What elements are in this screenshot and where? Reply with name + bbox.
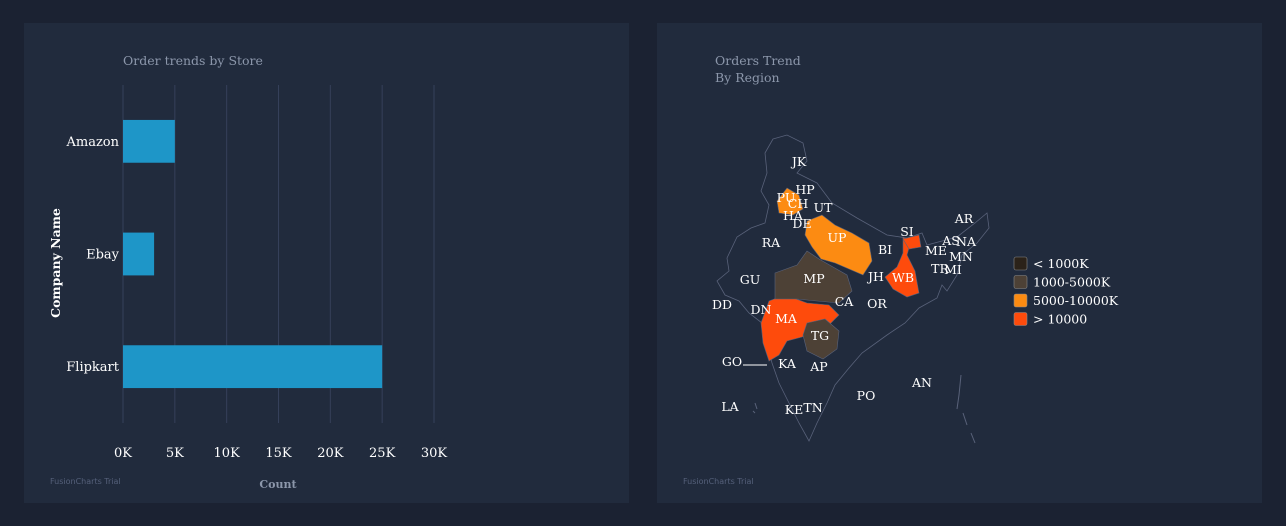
region-label-ca[interactable]: CA xyxy=(835,294,855,309)
region-wb xyxy=(884,236,920,298)
region-label-or[interactable]: OR xyxy=(867,296,887,311)
region-label-ke[interactable]: KE xyxy=(785,402,803,417)
region-label-jh[interactable]: JH xyxy=(866,269,884,284)
region-label-pu[interactable]: PU xyxy=(777,190,796,205)
legend-swatch xyxy=(1013,256,1028,271)
region-label-ka[interactable]: KA xyxy=(778,356,797,371)
region-mp xyxy=(774,250,853,304)
legend-label[interactable]: 5000-10000K xyxy=(1033,293,1119,308)
region-label-la[interactable]: LA xyxy=(721,399,739,414)
region-label-mn[interactable]: MN xyxy=(949,249,973,264)
bar-chart-watermark: FusionCharts Trial xyxy=(50,477,121,486)
y-category-label: Amazon xyxy=(65,135,119,150)
legend-label[interactable]: 1000-5000K xyxy=(1033,275,1111,290)
region-label-bi[interactable]: BI xyxy=(878,242,892,257)
y-axis-title: Company Name xyxy=(48,208,63,318)
x-tick-label: 0K xyxy=(114,446,132,461)
region-label-ra[interactable]: RA xyxy=(762,235,781,250)
bar-chart: 0K 5K 10K 15K 20K 25K 30K Amazon Ebay Flipkart Cou… xyxy=(48,85,448,491)
region-label-ch[interactable]: CH xyxy=(788,196,809,211)
x-tick-label: 10K xyxy=(214,446,241,461)
region-label-mi[interactable]: MI xyxy=(944,262,962,277)
region-label-po[interactable]: PO xyxy=(857,388,876,403)
region-label-tg[interactable]: TG xyxy=(811,328,829,343)
region-label-ut[interactable]: UT xyxy=(814,200,834,215)
bar-chart-title: Order trends by Store xyxy=(123,53,263,68)
region-an-islands xyxy=(956,374,976,444)
region-label-na[interactable]: NA xyxy=(956,234,977,249)
legend-label[interactable]: > 10000 xyxy=(1033,312,1087,327)
map-subtitle: By Region xyxy=(715,70,780,85)
x-tick-label: 20K xyxy=(317,446,344,461)
region-label-go[interactable]: GO xyxy=(722,354,742,369)
region-label-dn[interactable]: DN xyxy=(751,302,772,317)
bar-ebay[interactable] xyxy=(123,232,155,276)
map-shapes xyxy=(716,134,990,444)
region-la-islands xyxy=(752,402,758,414)
region-label-tr[interactable]: TR xyxy=(931,261,949,276)
region-label-tn[interactable]: TN xyxy=(803,400,822,415)
region-label-an[interactable]: AN xyxy=(911,375,932,390)
region-label-ma[interactable]: MA xyxy=(775,311,798,326)
region-label-mp[interactable]: MP xyxy=(803,271,824,286)
region-label-wb[interactable]: WB xyxy=(892,270,914,285)
region-label-up[interactable]: UP xyxy=(828,230,847,245)
y-category-label: Flipkart xyxy=(66,360,119,375)
y-category-label: Ebay xyxy=(86,248,120,263)
x-tick-label: 5K xyxy=(166,446,184,461)
legend-swatch xyxy=(1013,293,1028,308)
region-label-me[interactable]: ME xyxy=(925,243,947,258)
bar-flipkart[interactable] xyxy=(123,345,383,389)
x-tick-label: 30K xyxy=(421,446,448,461)
legend-swatch xyxy=(1013,275,1028,289)
x-axis-title: Count xyxy=(259,478,297,491)
map-title: Orders Trend xyxy=(715,53,801,68)
region-si xyxy=(902,234,922,250)
region-label-gu[interactable]: GU xyxy=(740,272,761,287)
india-outline xyxy=(716,134,990,442)
store-orders-panel: Order trends by Store 0K 5K 10K 15K 20K 25K 30… xyxy=(24,23,629,503)
region-label-ar[interactable]: AR xyxy=(954,211,974,226)
legend-label[interactable]: < 1000K xyxy=(1033,256,1089,271)
region-label-dd[interactable]: DD xyxy=(712,297,732,312)
region-up xyxy=(804,214,873,276)
region-label-hp[interactable]: HP xyxy=(795,182,814,197)
region-label-as[interactable]: AS xyxy=(941,233,960,248)
bar-amazon[interactable] xyxy=(123,119,175,163)
region-label-de[interactable]: DE xyxy=(792,216,811,231)
region-label-jk[interactable]: JK xyxy=(790,154,807,169)
region-label-ap[interactable]: AP xyxy=(809,359,827,374)
region-label-si[interactable]: SI xyxy=(900,224,914,239)
x-tick-label: 15K xyxy=(265,446,292,461)
region-orders-panel: Orders Trend By Region JK HP xyxy=(657,23,1262,503)
region-pu xyxy=(776,187,804,216)
legend-swatch xyxy=(1013,312,1028,326)
region-label-ha[interactable]: HA xyxy=(783,208,804,223)
map-watermark: FusionCharts Trial xyxy=(683,477,754,486)
x-tick-label: 25K xyxy=(369,446,396,461)
region-tg xyxy=(802,318,840,360)
